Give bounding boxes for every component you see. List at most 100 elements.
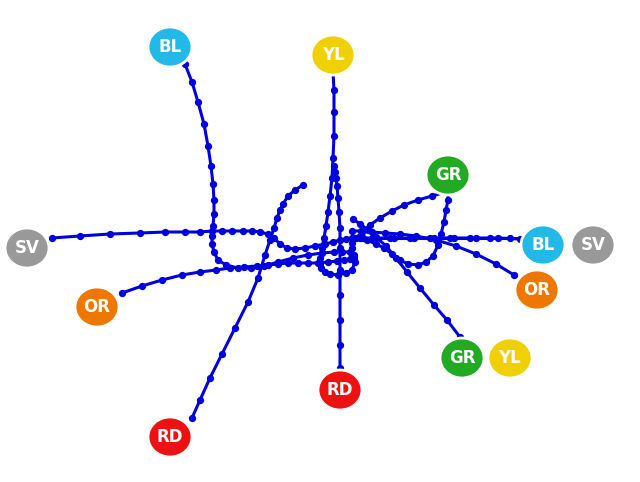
Point bbox=[409, 234, 419, 242]
Point bbox=[263, 261, 273, 269]
Ellipse shape bbox=[571, 225, 615, 265]
Point bbox=[243, 298, 253, 306]
Point bbox=[365, 221, 375, 229]
Point bbox=[441, 188, 451, 196]
Text: SV: SV bbox=[15, 239, 40, 257]
Point bbox=[439, 218, 449, 226]
Point bbox=[411, 232, 421, 240]
Point bbox=[333, 194, 343, 202]
Ellipse shape bbox=[440, 338, 484, 378]
Point bbox=[320, 268, 330, 276]
Point bbox=[282, 244, 292, 252]
Point bbox=[399, 201, 409, 209]
Point bbox=[160, 228, 170, 236]
Point bbox=[207, 232, 217, 240]
Point bbox=[315, 260, 325, 268]
Point bbox=[443, 196, 453, 204]
Point bbox=[293, 259, 303, 267]
Point bbox=[509, 271, 519, 279]
Point bbox=[246, 264, 256, 272]
Text: YL: YL bbox=[322, 46, 344, 64]
Point bbox=[317, 249, 327, 257]
Point bbox=[255, 228, 265, 236]
Point bbox=[253, 274, 263, 282]
Point bbox=[300, 244, 310, 252]
Text: SV: SV bbox=[580, 236, 605, 254]
Point bbox=[345, 255, 355, 263]
Point bbox=[347, 227, 357, 235]
Point bbox=[329, 108, 339, 116]
Point bbox=[273, 260, 283, 268]
Point bbox=[403, 260, 413, 268]
Point bbox=[356, 234, 366, 242]
Point bbox=[491, 260, 501, 268]
Point bbox=[75, 232, 85, 240]
Point bbox=[239, 263, 249, 271]
Point bbox=[313, 259, 323, 267]
Point bbox=[303, 251, 313, 259]
Point bbox=[272, 214, 282, 222]
Point bbox=[515, 235, 525, 243]
Ellipse shape bbox=[148, 27, 192, 67]
Point bbox=[465, 234, 475, 242]
Point bbox=[493, 234, 503, 242]
Point bbox=[275, 206, 285, 214]
Point bbox=[429, 301, 439, 309]
Point bbox=[320, 240, 330, 248]
Point bbox=[328, 238, 338, 246]
Point bbox=[290, 186, 300, 194]
Point bbox=[221, 261, 231, 269]
Point bbox=[371, 240, 381, 248]
Point bbox=[329, 132, 339, 140]
Point bbox=[348, 234, 358, 242]
Point bbox=[323, 258, 333, 266]
Point bbox=[381, 242, 391, 250]
Point bbox=[315, 254, 325, 262]
Point bbox=[330, 168, 340, 176]
Point bbox=[105, 230, 115, 238]
Point bbox=[345, 248, 355, 256]
Point bbox=[208, 222, 218, 230]
Point bbox=[471, 250, 481, 258]
Text: RD: RD bbox=[327, 381, 353, 399]
Point bbox=[337, 248, 347, 256]
Point bbox=[335, 224, 345, 232]
Point bbox=[402, 268, 412, 276]
Point bbox=[187, 414, 197, 422]
Point bbox=[387, 250, 397, 258]
Point bbox=[278, 200, 288, 208]
Point bbox=[325, 192, 335, 200]
Point bbox=[335, 364, 345, 372]
Point bbox=[206, 162, 216, 170]
Ellipse shape bbox=[311, 35, 355, 75]
Point bbox=[367, 228, 377, 236]
Point bbox=[391, 254, 401, 262]
Point bbox=[259, 262, 269, 270]
Point bbox=[389, 234, 399, 242]
Point bbox=[213, 256, 223, 264]
Point bbox=[193, 98, 203, 106]
Point bbox=[505, 234, 515, 242]
Point bbox=[328, 154, 338, 162]
Point bbox=[451, 242, 461, 250]
Point bbox=[555, 238, 565, 246]
Point bbox=[317, 244, 327, 252]
Point bbox=[335, 244, 345, 252]
Point bbox=[207, 227, 217, 235]
Point bbox=[395, 256, 405, 264]
Point bbox=[387, 207, 397, 215]
Text: GR: GR bbox=[435, 166, 461, 184]
Point bbox=[405, 234, 415, 242]
Point bbox=[316, 264, 326, 272]
Point bbox=[321, 222, 331, 230]
Point bbox=[319, 234, 329, 242]
Point bbox=[117, 289, 127, 297]
Point bbox=[445, 234, 455, 242]
Point bbox=[349, 251, 359, 259]
Point bbox=[335, 266, 345, 274]
Point bbox=[211, 266, 221, 274]
Point bbox=[328, 68, 338, 76]
Point bbox=[199, 120, 209, 128]
Point bbox=[177, 271, 187, 279]
Point bbox=[433, 241, 443, 249]
